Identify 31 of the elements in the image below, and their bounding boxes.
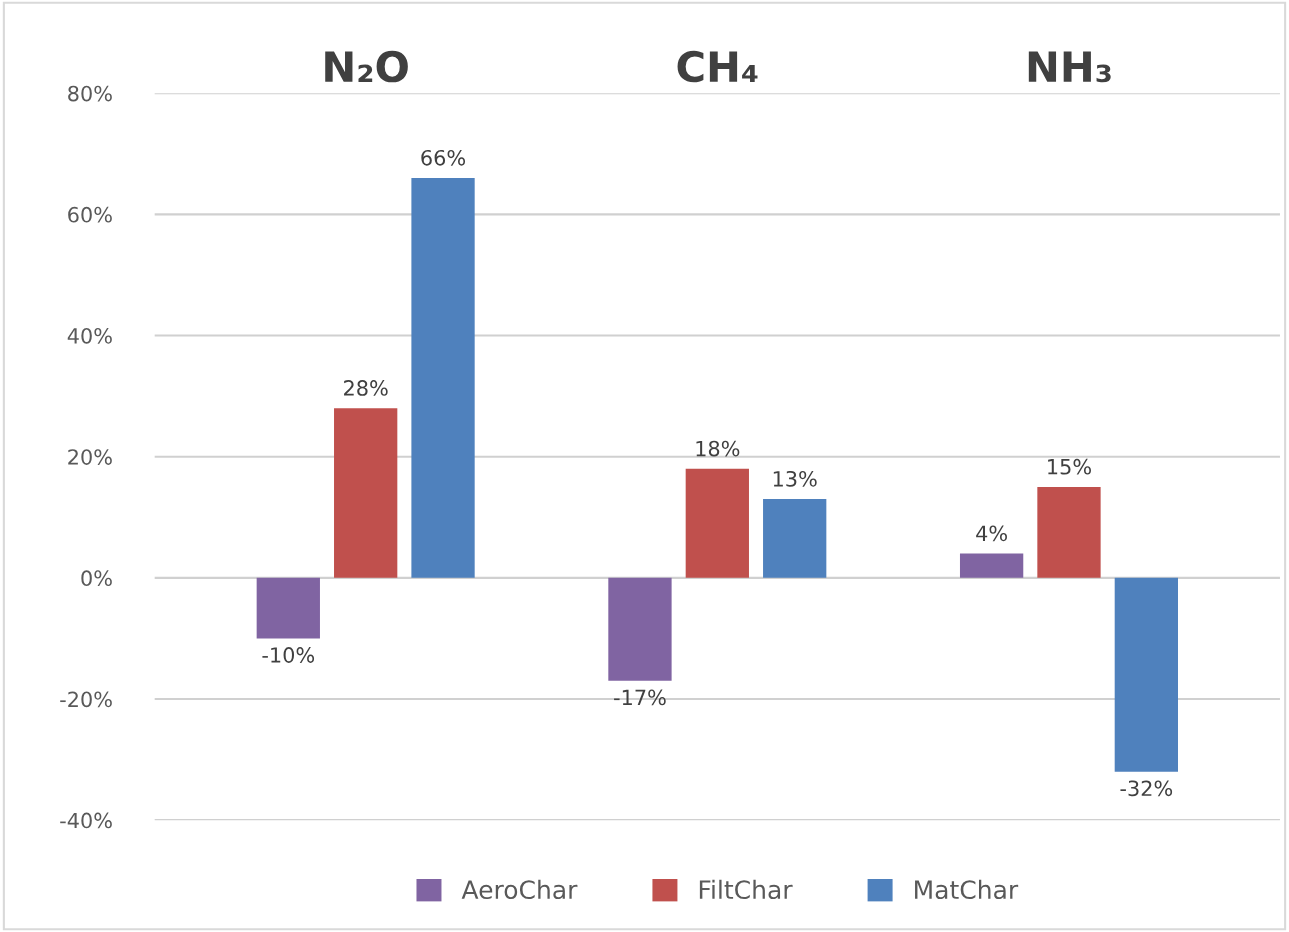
bar xyxy=(608,577,672,681)
y-tick-label: 40% xyxy=(67,327,112,344)
bar xyxy=(1114,577,1178,772)
y-tick-label: 60% xyxy=(68,206,112,223)
x-tick-label: NH₃ xyxy=(1028,51,1111,83)
data-label: 15% xyxy=(1048,458,1091,475)
x-tick-label: CH₄ xyxy=(677,50,758,83)
y-tick-label: -20% xyxy=(60,691,112,708)
y-tick-label: 0% xyxy=(81,570,112,587)
legend-label: MatChar xyxy=(915,879,1019,900)
x-tick-label: N₂O xyxy=(325,50,408,83)
legend-label: AeroChar xyxy=(461,879,578,900)
bar xyxy=(256,577,320,639)
data-label: -32% xyxy=(1120,780,1173,797)
y-tick-label: -40% xyxy=(60,812,112,829)
data-label: -17% xyxy=(614,689,666,706)
legend-label: FiltChar xyxy=(699,879,793,900)
bar xyxy=(334,408,398,578)
data-label: 13% xyxy=(773,470,817,487)
bar xyxy=(1037,486,1101,578)
bar xyxy=(763,499,827,578)
y-tick-label: 80% xyxy=(68,85,112,102)
data-label: 28% xyxy=(344,380,388,396)
data-label: 18% xyxy=(696,440,740,457)
data-label: -10% xyxy=(262,647,315,663)
bar xyxy=(685,468,749,578)
data-label: 66% xyxy=(421,149,466,166)
data-label: 4% xyxy=(976,525,1007,542)
y-tick-label: 20% xyxy=(68,449,112,465)
bar xyxy=(411,178,475,578)
bar xyxy=(959,553,1024,578)
